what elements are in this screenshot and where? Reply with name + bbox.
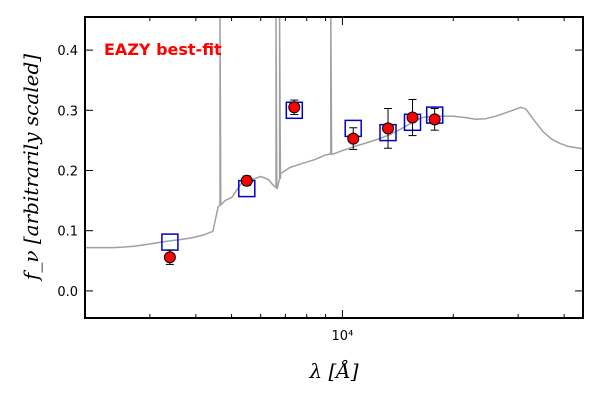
x-axis-title: λ [Å] <box>308 358 358 383</box>
model-spectrum-line <box>85 17 583 249</box>
photometry-point <box>347 132 360 145</box>
axis-ticks: 0.0 0.1 0.2 0.3 0.4 10⁴ <box>57 17 583 344</box>
y-tick-label: 0.1 <box>57 225 78 240</box>
photometry-point <box>406 111 419 124</box>
x-tick-label: 10⁴ <box>332 329 354 344</box>
plot-frame <box>84 16 584 319</box>
photometry-point <box>288 101 301 114</box>
y-tick-label: 0.0 <box>57 285 78 300</box>
plot-area <box>85 17 583 265</box>
photometry-point <box>428 113 441 126</box>
annotation-label: EAZY best-fit <box>104 40 222 59</box>
y-tick-label: 0.2 <box>57 165 78 180</box>
y-tick-label: 0.3 <box>57 104 78 119</box>
y-axis-title: f_ν [arbitrarily scaled] <box>19 54 43 282</box>
photometry-point <box>240 174 253 187</box>
chart-marks <box>85 17 583 265</box>
photometry-point <box>382 122 395 135</box>
photometry-point <box>163 251 176 264</box>
y-tick-label: 0.4 <box>57 44 78 59</box>
